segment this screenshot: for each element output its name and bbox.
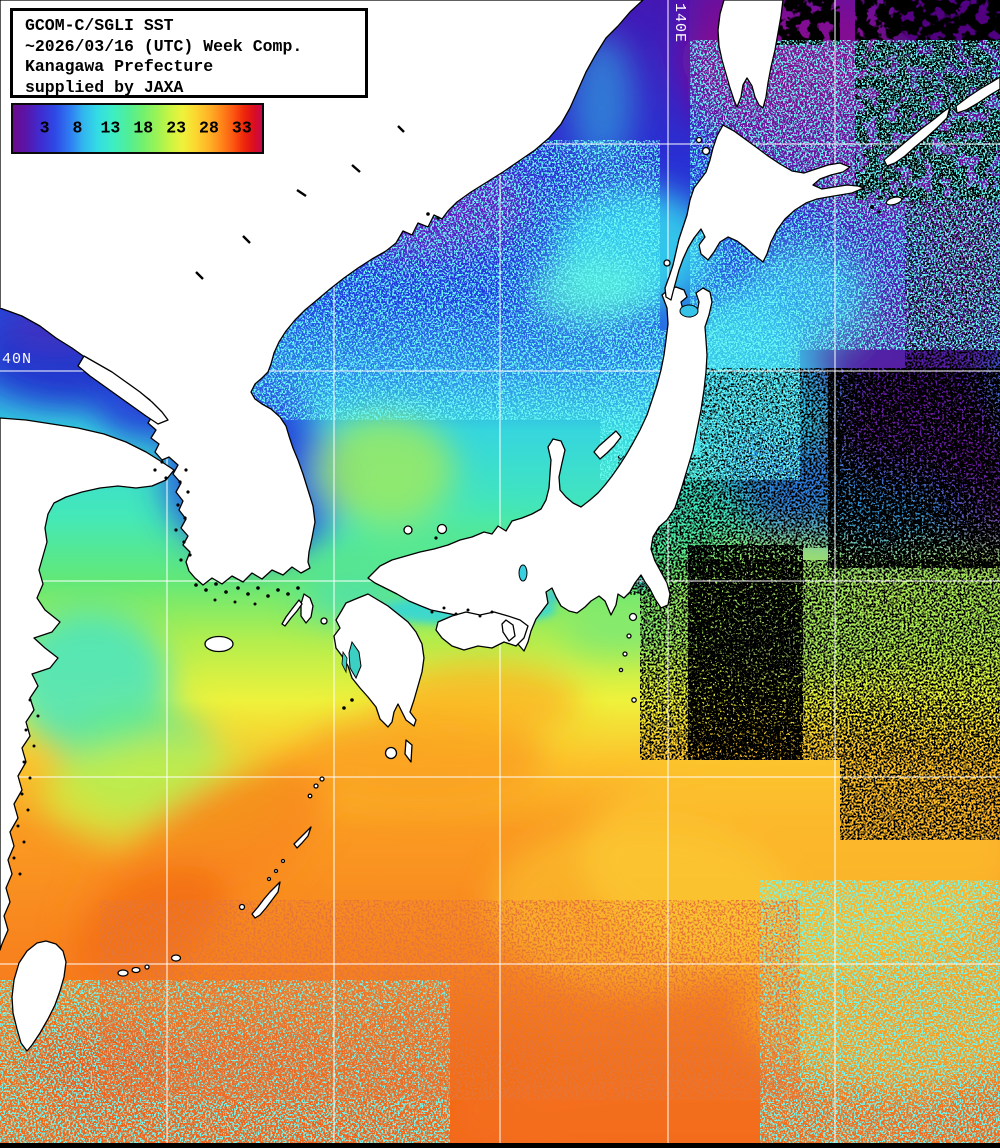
title-box: GCOM-C/SGLI SST ~2026/03/16 (UTC) Week C…	[10, 8, 368, 98]
colorbar-tick: 8	[72, 118, 83, 138]
latitude-label-40n: 40N	[2, 351, 33, 368]
colorbar-tick: 3	[39, 118, 50, 138]
colorbar-tick: 18	[133, 118, 154, 138]
land-kyushu	[333, 593, 425, 728]
title-line-date: ~2026/03/16 (UTC) Week Comp.	[25, 36, 303, 56]
colorbar-tick: 23	[166, 118, 186, 138]
longitude-label-140e: 140E	[671, 3, 688, 44]
land-tanegashima	[404, 739, 413, 763]
title-line-credit: supplied by JAXA	[25, 77, 184, 97]
land-goto	[281, 599, 303, 627]
title-line-product: GCOM-C/SGLI SST	[25, 16, 174, 35]
inland-waters	[341, 304, 699, 680]
land-ulleung	[403, 525, 413, 535]
land-taiwan	[11, 940, 67, 1052]
land-jeju	[204, 635, 234, 653]
land-awaji	[501, 619, 516, 642]
land-hokkaido	[664, 124, 865, 301]
bottom-border-bar	[0, 1143, 1000, 1148]
land-okinawa	[251, 881, 281, 919]
land-amami	[293, 826, 312, 849]
land-sado	[593, 430, 622, 460]
colorbar-tick: 33	[231, 118, 252, 138]
colorbar-tick: 13	[100, 118, 121, 138]
inland-lake-marks	[195, 125, 405, 280]
land-yakushima	[384, 746, 398, 760]
title-line-region: Kanagawa Prefecture	[25, 57, 214, 76]
colorbar-tick: 28	[199, 118, 219, 138]
islet-specks	[12, 205, 881, 876]
land-kunashiri	[883, 106, 951, 167]
land-iturup	[955, 76, 1000, 114]
land-sakhalin	[717, 0, 784, 109]
land-oki	[436, 523, 448, 535]
land-liaodong	[77, 355, 169, 425]
temperature-colorbar: 3 8 13 18 23 28 33	[11, 103, 264, 154]
land-honshu	[367, 286, 713, 652]
landmasses	[0, 0, 1000, 1052]
land-izu-oshima	[628, 612, 638, 622]
